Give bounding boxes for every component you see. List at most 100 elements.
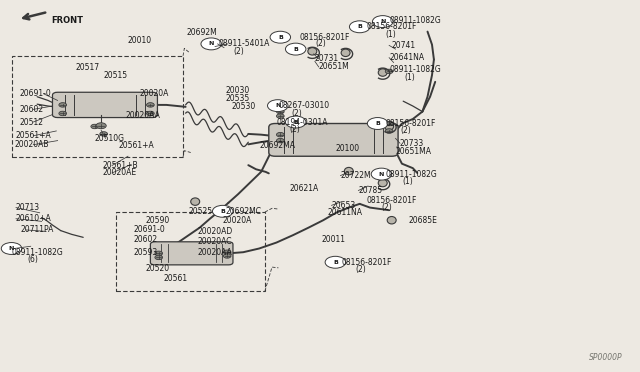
Text: 20621A: 20621A: [289, 185, 319, 193]
Circle shape: [285, 116, 306, 128]
Circle shape: [276, 109, 284, 114]
Circle shape: [325, 256, 346, 268]
Text: B: B: [333, 260, 338, 265]
Text: 20030: 20030: [225, 86, 250, 94]
Text: (6): (6): [27, 255, 38, 264]
Text: 20602: 20602: [133, 235, 157, 244]
Bar: [12, 56, 183, 157]
Circle shape: [385, 129, 393, 133]
Circle shape: [276, 132, 284, 137]
Text: 08911-5401A: 08911-5401A: [219, 39, 270, 48]
Text: 20641NA: 20641NA: [389, 53, 424, 62]
Circle shape: [91, 124, 99, 129]
Circle shape: [147, 111, 154, 116]
Text: 20515: 20515: [104, 71, 128, 80]
Ellipse shape: [191, 198, 200, 205]
Text: 20691-0: 20691-0: [133, 225, 165, 234]
Text: 20610+A: 20610+A: [16, 214, 52, 223]
Text: 08156-8201F: 08156-8201F: [366, 196, 417, 205]
Text: 20731: 20731: [315, 54, 339, 63]
Text: 20561+A: 20561+A: [118, 141, 154, 150]
Text: B: B: [220, 209, 225, 214]
Circle shape: [59, 103, 67, 107]
Text: 20020AA: 20020AA: [197, 248, 232, 257]
Text: 08156-8201F: 08156-8201F: [385, 119, 436, 128]
Text: 08911-1082G: 08911-1082G: [389, 65, 441, 74]
Circle shape: [385, 69, 393, 74]
Text: (2): (2): [234, 47, 244, 56]
Text: 20020A: 20020A: [223, 216, 252, 225]
Circle shape: [276, 114, 284, 118]
Text: 20561: 20561: [163, 274, 188, 283]
Text: 20611NA: 20611NA: [328, 208, 363, 217]
Circle shape: [367, 118, 388, 129]
Ellipse shape: [385, 123, 394, 130]
Text: N: N: [275, 103, 280, 108]
FancyBboxPatch shape: [269, 124, 398, 156]
Text: 20691-0: 20691-0: [19, 89, 51, 98]
Text: B: B: [375, 121, 380, 126]
Text: (2): (2): [356, 265, 367, 274]
Text: (2): (2): [400, 126, 411, 135]
Text: 20651M: 20651M: [319, 62, 349, 71]
Circle shape: [223, 250, 231, 254]
Text: 20520: 20520: [146, 264, 170, 273]
Text: 20020A: 20020A: [140, 89, 169, 97]
Circle shape: [371, 168, 392, 180]
Text: 20785: 20785: [358, 186, 383, 195]
Text: 20525: 20525: [189, 207, 213, 216]
Circle shape: [276, 138, 284, 143]
Text: 08911-1082G: 08911-1082G: [389, 16, 441, 25]
FancyBboxPatch shape: [150, 242, 233, 265]
Text: (1): (1): [385, 30, 396, 39]
Circle shape: [155, 255, 163, 260]
Text: (1): (1): [402, 177, 413, 186]
Circle shape: [155, 251, 163, 256]
Text: 20535: 20535: [225, 94, 250, 103]
Circle shape: [96, 123, 106, 129]
Circle shape: [223, 254, 231, 258]
Text: 20512: 20512: [19, 118, 44, 126]
Ellipse shape: [308, 48, 317, 55]
Circle shape: [270, 31, 291, 43]
Text: N: N: [9, 246, 14, 251]
Bar: [116, 212, 265, 291]
Text: 08156-8201F: 08156-8201F: [366, 22, 417, 31]
Circle shape: [372, 16, 393, 28]
Circle shape: [385, 121, 393, 126]
Text: 20590: 20590: [146, 216, 170, 225]
Text: 20741: 20741: [392, 41, 416, 50]
Text: (2): (2): [315, 39, 326, 48]
Text: 20010: 20010: [128, 36, 152, 45]
Text: 20602: 20602: [19, 105, 44, 114]
Circle shape: [268, 100, 288, 112]
Text: 20692MC: 20692MC: [225, 207, 261, 216]
Text: 20653: 20653: [332, 201, 356, 210]
Text: 08911-1082G: 08911-1082G: [385, 170, 437, 179]
Text: 20510G: 20510G: [95, 134, 125, 143]
Text: (2): (2): [381, 203, 392, 212]
Text: (1): (1): [404, 73, 415, 82]
Text: 08911-1082G: 08911-1082G: [12, 248, 63, 257]
Circle shape: [147, 103, 154, 107]
FancyBboxPatch shape: [52, 92, 157, 118]
Text: FRONT: FRONT: [51, 16, 83, 25]
Text: 20020AC: 20020AC: [197, 237, 232, 246]
Text: 08194-0301A: 08194-0301A: [276, 118, 328, 126]
Text: 08267-03010: 08267-03010: [278, 101, 330, 110]
Text: 20692M: 20692M: [187, 28, 218, 37]
Text: 20561+B: 20561+B: [102, 161, 138, 170]
Text: (2): (2): [289, 125, 300, 134]
Text: 20713: 20713: [16, 203, 40, 212]
Text: 20561+A: 20561+A: [15, 131, 51, 140]
Text: 20020AB: 20020AB: [14, 140, 49, 149]
Text: 20733: 20733: [400, 139, 424, 148]
Text: SP0000P: SP0000P: [588, 353, 622, 362]
Text: 20011: 20011: [321, 235, 346, 244]
Ellipse shape: [387, 217, 396, 224]
Circle shape: [59, 111, 67, 116]
Text: 20692MA: 20692MA: [260, 141, 296, 150]
Text: 08156-8201F: 08156-8201F: [300, 33, 350, 42]
Circle shape: [100, 132, 108, 136]
Text: 08156-8201F: 08156-8201F: [342, 258, 392, 267]
